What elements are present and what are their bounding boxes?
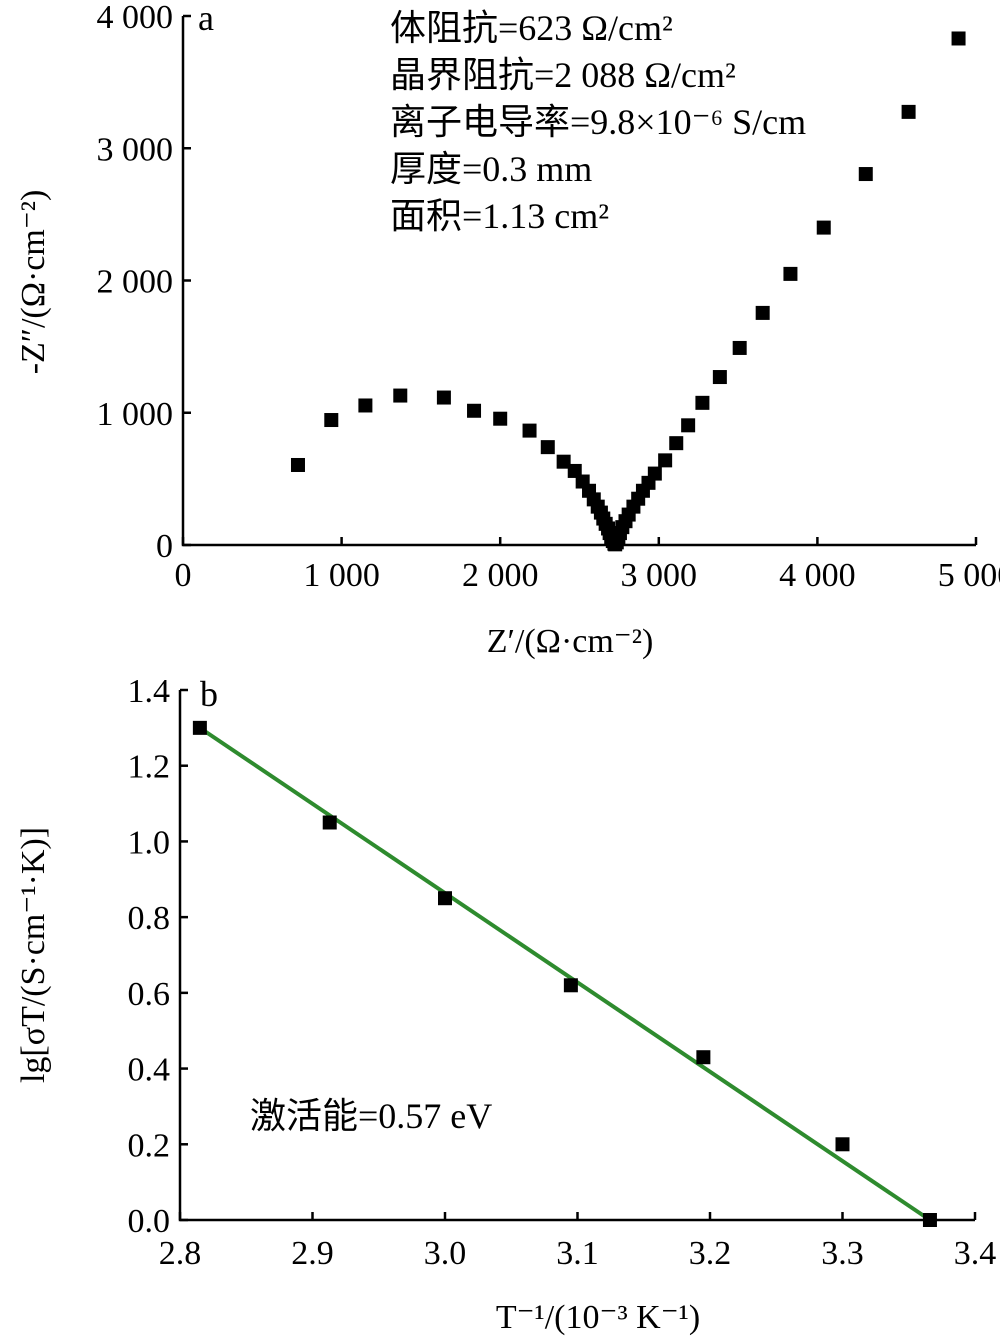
a-y-tick-label: 0	[156, 528, 173, 565]
a-data-point	[858, 167, 873, 182]
panel-a-impedance-plot: 0 1 000 2 000 3 000 4 000 5 000 0 1 000 2 000 3 0…	[15, 0, 1000, 660]
a-data-point	[732, 340, 747, 355]
a-x-tick-label: 1 000	[303, 557, 380, 594]
panel-b-axes	[178, 690, 975, 1222]
a-y-tick-label: 3 000	[97, 131, 174, 168]
panel-a-axes	[181, 16, 976, 547]
panel-a-annotations: 体阻抗=623 Ω/cm² 晶界阻抗=2 088 Ω/cm² 离子电导率=9.8…	[390, 8, 806, 236]
a-y-tick-label: 1 000	[97, 396, 174, 433]
b-x-tick-label: 2.9	[291, 1235, 334, 1272]
b-y-tick-label: 0.4	[128, 1052, 171, 1089]
b-data-point	[563, 978, 578, 993]
a-data-point	[290, 457, 305, 472]
panel-a-x-axis-title: Z′/(Ω·cm⁻²)	[487, 623, 654, 660]
panel-b-arrhenius-plot: 2.8 2.9 3.0 3.1 3.2 3.3 3.4 0.0 0.2 0.4 0.6 0.8 1.0 1…	[15, 673, 996, 1336]
a-data-point	[467, 403, 482, 418]
b-x-tick-label: 3.4	[954, 1235, 997, 1272]
b-y-tick-label: 0.8	[128, 900, 171, 937]
a-data-point	[783, 266, 798, 281]
panel-b-data-markers	[192, 720, 937, 1227]
b-x-tick-label: 3.2	[689, 1235, 732, 1272]
b-y-tick-label: 1.0	[128, 824, 171, 861]
b-x-tick-label: 3.3	[821, 1235, 864, 1272]
a-x-tick-label: 2 000	[462, 557, 539, 594]
b-data-point	[696, 1050, 711, 1065]
a-x-tick-label: 0	[175, 557, 192, 594]
b-data-point	[322, 815, 337, 830]
panel-b-y-axis-title: lg[σT/(S·cm⁻¹·K)]	[15, 827, 52, 1083]
annotation-thickness: 厚度=0.3 mm	[390, 149, 592, 189]
annotation-ionic-conductivity: 离子电导率=9.8×10⁻⁶ S/cm	[390, 102, 806, 142]
annotation-area: 面积=1.13 cm²	[390, 196, 609, 236]
b-x-tick-label: 2.8	[159, 1235, 202, 1272]
a-data-point	[901, 104, 916, 119]
panel-b-x-axis-title: T⁻¹/(10⁻³ K⁻¹)	[496, 1299, 700, 1336]
a-x-tick-label: 4 000	[779, 557, 856, 594]
b-data-point	[835, 1137, 850, 1152]
a-data-point	[567, 463, 582, 478]
a-data-point	[695, 395, 710, 410]
a-data-point	[681, 418, 696, 433]
b-data-point	[438, 891, 452, 906]
a-data-point	[493, 411, 508, 426]
panel-a-data-markers	[290, 31, 966, 552]
b-x-tick-label: 3.1	[556, 1235, 599, 1272]
a-x-tick-label: 5 000	[938, 557, 1000, 594]
a-data-point	[647, 466, 662, 481]
panel-a-letter: a	[198, 0, 214, 38]
a-data-point	[556, 454, 571, 469]
a-y-tick-label: 2 000	[97, 264, 174, 301]
b-y-tick-label: 1.2	[128, 749, 171, 786]
a-data-point	[669, 436, 684, 451]
a-data-point	[393, 388, 408, 403]
panel-b-fit-line	[198, 726, 932, 1222]
a-data-point	[658, 453, 673, 468]
panel-a-y-axis-title: -Z″/(Ω·cm⁻²)	[15, 190, 52, 375]
a-data-point	[816, 220, 831, 235]
panel-b-ticks: 2.8 2.9 3.0 3.1 3.2 3.3 3.4 0.0 0.2 0.4 0.6 0.8 1.0 1…	[128, 673, 997, 1272]
annotation-grain-boundary-impedance: 晶界阻抗=2 088 Ω/cm²	[390, 55, 736, 95]
a-data-point	[712, 370, 727, 385]
b-y-tick-label: 0.6	[128, 976, 171, 1013]
b-x-tick-label: 3.0	[424, 1235, 467, 1272]
a-data-point	[436, 390, 451, 405]
a-data-point	[951, 31, 966, 46]
panel-a-ticks: 0 1 000 2 000 3 000 4 000 5 000 0 1 000 2 000 3 0…	[97, 0, 1000, 594]
a-x-tick-label: 3 000	[621, 557, 698, 594]
a-data-point	[522, 423, 537, 438]
panel-b-letter: b	[200, 674, 218, 714]
annotation-bulk-impedance: 体阻抗=623 Ω/cm²	[390, 8, 673, 48]
b-y-tick-label: 1.4	[128, 673, 171, 710]
b-data-point	[192, 720, 207, 735]
a-y-tick-label: 4 000	[97, 0, 174, 36]
a-data-point	[358, 398, 373, 413]
a-data-point	[540, 440, 555, 455]
a-data-point	[755, 305, 770, 320]
annotation-activation-energy: 激活能=0.57 eV	[250, 1096, 492, 1136]
b-y-tick-label: 0.0	[128, 1203, 171, 1240]
a-data-point	[324, 413, 339, 428]
b-y-tick-label: 0.2	[128, 1127, 171, 1164]
